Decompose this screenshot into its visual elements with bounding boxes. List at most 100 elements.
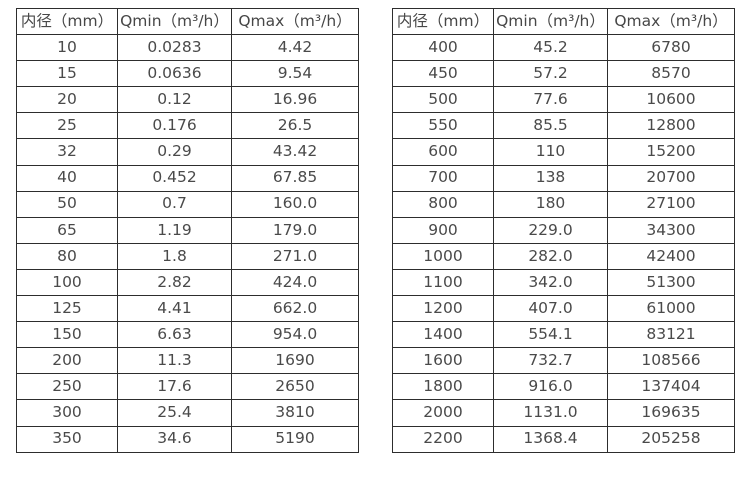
table-cell: 4.41 <box>117 295 232 323</box>
table-cell: 34300 <box>607 216 735 244</box>
table-cell: 85.5 <box>493 112 608 140</box>
table-row: 1800 916.0 137404 <box>392 373 735 401</box>
table-cell: 138 <box>493 164 608 192</box>
header-qmax: Qmax（m³/h） <box>231 7 359 36</box>
table-cell: 67.85 <box>231 164 359 192</box>
table-cell: 700 <box>392 164 494 192</box>
header-inner-diameter: 内径（mm） <box>392 7 494 36</box>
table-row: 1100 342.0 51300 <box>392 268 735 297</box>
table-cell: 8570 <box>607 60 735 88</box>
table-row: 65 1.19 179.0 <box>16 216 359 244</box>
table-cell: 200 <box>16 347 118 375</box>
table-cell: 45.2 <box>493 34 608 62</box>
table-cell: 61000 <box>607 295 735 323</box>
table-cell: 26.5 <box>231 112 359 140</box>
table-cell: 271.0 <box>231 242 359 270</box>
table-cell: 424.0 <box>231 268 359 297</box>
table-row: 900 229.0 34300 <box>392 216 735 244</box>
table-cell: 77.6 <box>493 86 608 114</box>
table-cell: 916.0 <box>493 373 608 401</box>
table-cell: 5190 <box>231 425 359 453</box>
table-cell: 1.19 <box>117 216 232 244</box>
table-cell: 1368.4 <box>493 425 608 453</box>
table-cell: 150 <box>16 321 118 349</box>
table-cell: 180 <box>493 190 608 218</box>
table-row: 32 0.29 43.42 <box>16 138 359 166</box>
table-cell: 1131.0 <box>493 399 608 427</box>
table-row: 250 17.6 2650 <box>16 373 359 401</box>
table-row: 100 2.82 424.0 <box>16 268 359 297</box>
table-cell: 450 <box>392 60 494 88</box>
table-cell: 65 <box>16 216 118 244</box>
table-cell: 0.7 <box>117 190 232 218</box>
table-cell: 554.1 <box>493 321 608 349</box>
table-row: 200 11.3 1690 <box>16 347 359 375</box>
flow-table-large-diameters: 内径（mm） Qmin（m³/h） Qmax（m³/h） 400 45.2 6780… <box>392 7 735 453</box>
table-row: 15 0.0636 9.54 <box>16 60 359 88</box>
table-cell: 954.0 <box>231 321 359 349</box>
table-cell: 6780 <box>607 34 735 62</box>
table-cell: 12800 <box>607 112 735 140</box>
table-cell: 25 <box>16 112 118 140</box>
table-row: 80 1.8 271.0 <box>16 242 359 270</box>
table-cell: 27100 <box>607 190 735 218</box>
table-cell: 34.6 <box>117 425 232 453</box>
flow-table-small-diameters: 内径（mm） Qmin（m³/h） Qmax（m³/h） 10 0.0283 4.4… <box>16 7 359 453</box>
table-cell: 169635 <box>607 399 735 427</box>
table-cell: 0.12 <box>117 86 232 114</box>
table-row: 800 180 27100 <box>392 190 735 218</box>
table-row: 700 138 20700 <box>392 164 735 192</box>
table-row: 600 110 15200 <box>392 138 735 166</box>
table-cell: 42400 <box>607 242 735 270</box>
table-cell: 1.8 <box>117 242 232 270</box>
header-qmin: Qmin（m³/h） <box>493 7 608 36</box>
table-cell: 83121 <box>607 321 735 349</box>
table-header-row: 内径（mm） Qmin（m³/h） Qmax（m³/h） <box>16 7 359 36</box>
table-row: 1200 407.0 61000 <box>392 295 735 323</box>
table-cell: 32 <box>16 138 118 166</box>
table-row: 2000 1131.0 169635 <box>392 399 735 427</box>
table-cell: 25.4 <box>117 399 232 427</box>
table-cell: 80 <box>16 242 118 270</box>
flow-tables-container: 内径（mm） Qmin（m³/h） Qmax（m³/h） 10 0.0283 4.4… <box>16 7 735 453</box>
table-cell: 0.452 <box>117 164 232 192</box>
table-cell: 6.63 <box>117 321 232 349</box>
table-row: 2200 1368.4 205258 <box>392 425 735 453</box>
table-cell: 10 <box>16 34 118 62</box>
table-cell: 43.42 <box>231 138 359 166</box>
table-cell: 110 <box>493 138 608 166</box>
table-cell: 1600 <box>392 347 494 375</box>
table-cell: 15 <box>16 60 118 88</box>
table-cell: 1100 <box>392 268 494 297</box>
table-row: 10 0.0283 4.42 <box>16 34 359 62</box>
table-cell: 500 <box>392 86 494 114</box>
table-cell: 2200 <box>392 425 494 453</box>
table-cell: 350 <box>16 425 118 453</box>
table-cell: 1800 <box>392 373 494 401</box>
table-cell: 1000 <box>392 242 494 270</box>
table-row: 40 0.452 67.85 <box>16 164 359 192</box>
table-cell: 40 <box>16 164 118 192</box>
table-cell: 17.6 <box>117 373 232 401</box>
table-row: 1000 282.0 42400 <box>392 242 735 270</box>
table-row: 350 34.6 5190 <box>16 425 359 453</box>
table-cell: 2650 <box>231 373 359 401</box>
table-cell: 250 <box>16 373 118 401</box>
table-cell: 400 <box>392 34 494 62</box>
table-cell: 2000 <box>392 399 494 427</box>
table-cell: 300 <box>16 399 118 427</box>
table-cell: 282.0 <box>493 242 608 270</box>
table-cell: 179.0 <box>231 216 359 244</box>
table-cell: 125 <box>16 295 118 323</box>
table-row: 300 25.4 3810 <box>16 399 359 427</box>
table-cell: 662.0 <box>231 295 359 323</box>
table-row: 125 4.41 662.0 <box>16 295 359 323</box>
table-cell: 2.82 <box>117 268 232 297</box>
header-inner-diameter: 内径（mm） <box>16 7 118 36</box>
table-cell: 229.0 <box>493 216 608 244</box>
table-cell: 732.7 <box>493 347 608 375</box>
table-row: 550 85.5 12800 <box>392 112 735 140</box>
table-cell: 108566 <box>607 347 735 375</box>
table-cell: 137404 <box>607 373 735 401</box>
table-cell: 0.29 <box>117 138 232 166</box>
